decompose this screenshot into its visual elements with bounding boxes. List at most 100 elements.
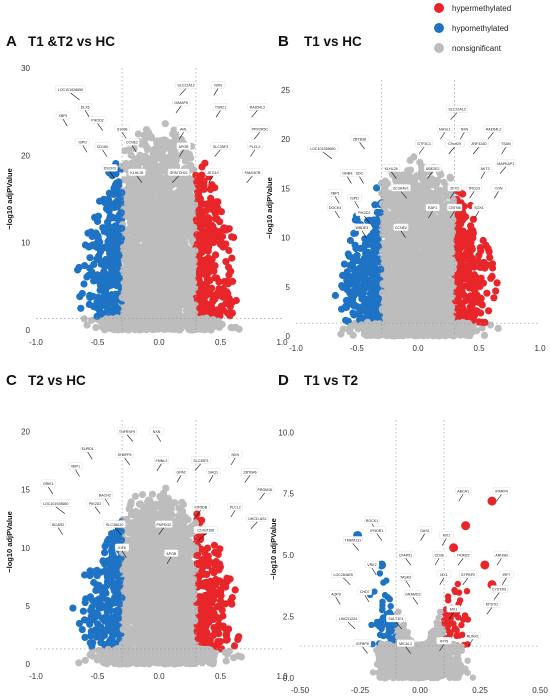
data-point — [160, 175, 167, 182]
data-point — [140, 229, 147, 236]
data-point — [467, 222, 474, 229]
data-point — [142, 317, 149, 324]
y-tick-label: 25 — [281, 86, 290, 95]
data-point — [159, 184, 166, 191]
data-point — [153, 180, 160, 187]
data-point — [135, 130, 142, 137]
data-point — [108, 291, 115, 298]
y-axis-label: −log10 adjPValue — [265, 177, 274, 239]
callout-line — [83, 145, 87, 152]
data-point — [196, 319, 203, 326]
data-point — [171, 206, 178, 213]
legend-label: hypomethylated — [452, 24, 508, 33]
callout-line — [250, 150, 255, 157]
data-point — [483, 290, 490, 297]
data-point — [138, 181, 145, 188]
data-point — [215, 278, 222, 285]
data-point — [204, 321, 211, 328]
data-point — [186, 155, 193, 162]
data-point — [143, 281, 150, 288]
callout-line — [122, 132, 127, 139]
data-point — [158, 156, 165, 163]
data-point — [111, 204, 118, 211]
panel-letter: A — [6, 33, 17, 50]
gene-label: APOB — [179, 145, 190, 149]
data-point — [86, 301, 93, 308]
data-point — [105, 227, 112, 234]
data-point — [179, 260, 186, 267]
data-point — [80, 280, 87, 287]
data-point — [130, 321, 137, 328]
data-point — [89, 293, 96, 300]
gene-label: KLHL28 — [130, 171, 143, 175]
data-point — [132, 251, 139, 258]
gene-label: PIK2D2 — [91, 119, 103, 123]
data-point — [130, 207, 137, 214]
gene-label: TSN21 — [215, 106, 226, 110]
callout-line — [70, 93, 79, 100]
data-point — [136, 219, 143, 226]
data-point — [94, 218, 101, 225]
x-tick-label: 0.5 — [215, 338, 227, 347]
callout-line — [214, 88, 218, 95]
data-point — [198, 284, 205, 291]
data-point — [139, 302, 146, 309]
gene-label: SLC35F3 — [213, 145, 228, 149]
data-point — [95, 252, 102, 259]
data-point — [145, 238, 152, 245]
data-point — [352, 242, 359, 249]
data-point — [220, 224, 227, 231]
gene-label: LOC101928650 — [58, 88, 83, 92]
x-tick-label: -1.0 — [289, 344, 303, 353]
data-point — [166, 161, 173, 168]
data-point — [154, 324, 161, 331]
data-point — [131, 186, 138, 193]
data-point — [212, 210, 219, 217]
callout-line — [247, 176, 253, 183]
data-point — [470, 216, 477, 223]
data-point — [480, 237, 487, 244]
data-point — [156, 304, 163, 311]
data-point — [158, 137, 165, 144]
data-point — [175, 188, 182, 195]
data-point — [332, 292, 339, 299]
data-point — [206, 215, 213, 222]
legend-swatch — [434, 23, 444, 33]
data-point — [90, 277, 97, 284]
data-point — [440, 179, 447, 186]
gene-label: ATG10 — [208, 171, 219, 175]
data-point — [342, 317, 349, 324]
data-point — [102, 301, 109, 308]
data-point — [217, 238, 224, 245]
data-point — [205, 269, 212, 276]
data-point — [169, 130, 176, 137]
callout-line — [216, 110, 221, 117]
legend-label: hypermethylated — [452, 4, 511, 13]
data-point — [180, 287, 187, 294]
data-point — [236, 326, 243, 333]
data-point — [173, 310, 180, 317]
data-point — [118, 209, 125, 216]
gene-label: GIMAP5 — [174, 101, 188, 105]
data-point — [189, 270, 196, 277]
point-cloud — [74, 120, 243, 334]
data-point — [114, 247, 121, 254]
callout-line — [176, 106, 181, 113]
data-point — [201, 160, 208, 167]
x-tick-label: 0.5 — [473, 344, 485, 353]
data-point — [76, 293, 83, 300]
data-point — [141, 188, 148, 195]
data-point — [229, 278, 236, 285]
data-point — [172, 267, 179, 274]
y-tick-label: 10 — [281, 234, 290, 243]
data-point — [183, 221, 190, 228]
data-point — [127, 160, 134, 167]
y-tick-label: 20 — [21, 151, 30, 160]
data-point — [147, 262, 154, 269]
data-point — [208, 181, 215, 188]
gene-label: RAD54L2 — [250, 106, 266, 110]
data-point — [92, 324, 99, 331]
gene-label: NXN — [214, 84, 222, 88]
data-point — [77, 305, 84, 312]
